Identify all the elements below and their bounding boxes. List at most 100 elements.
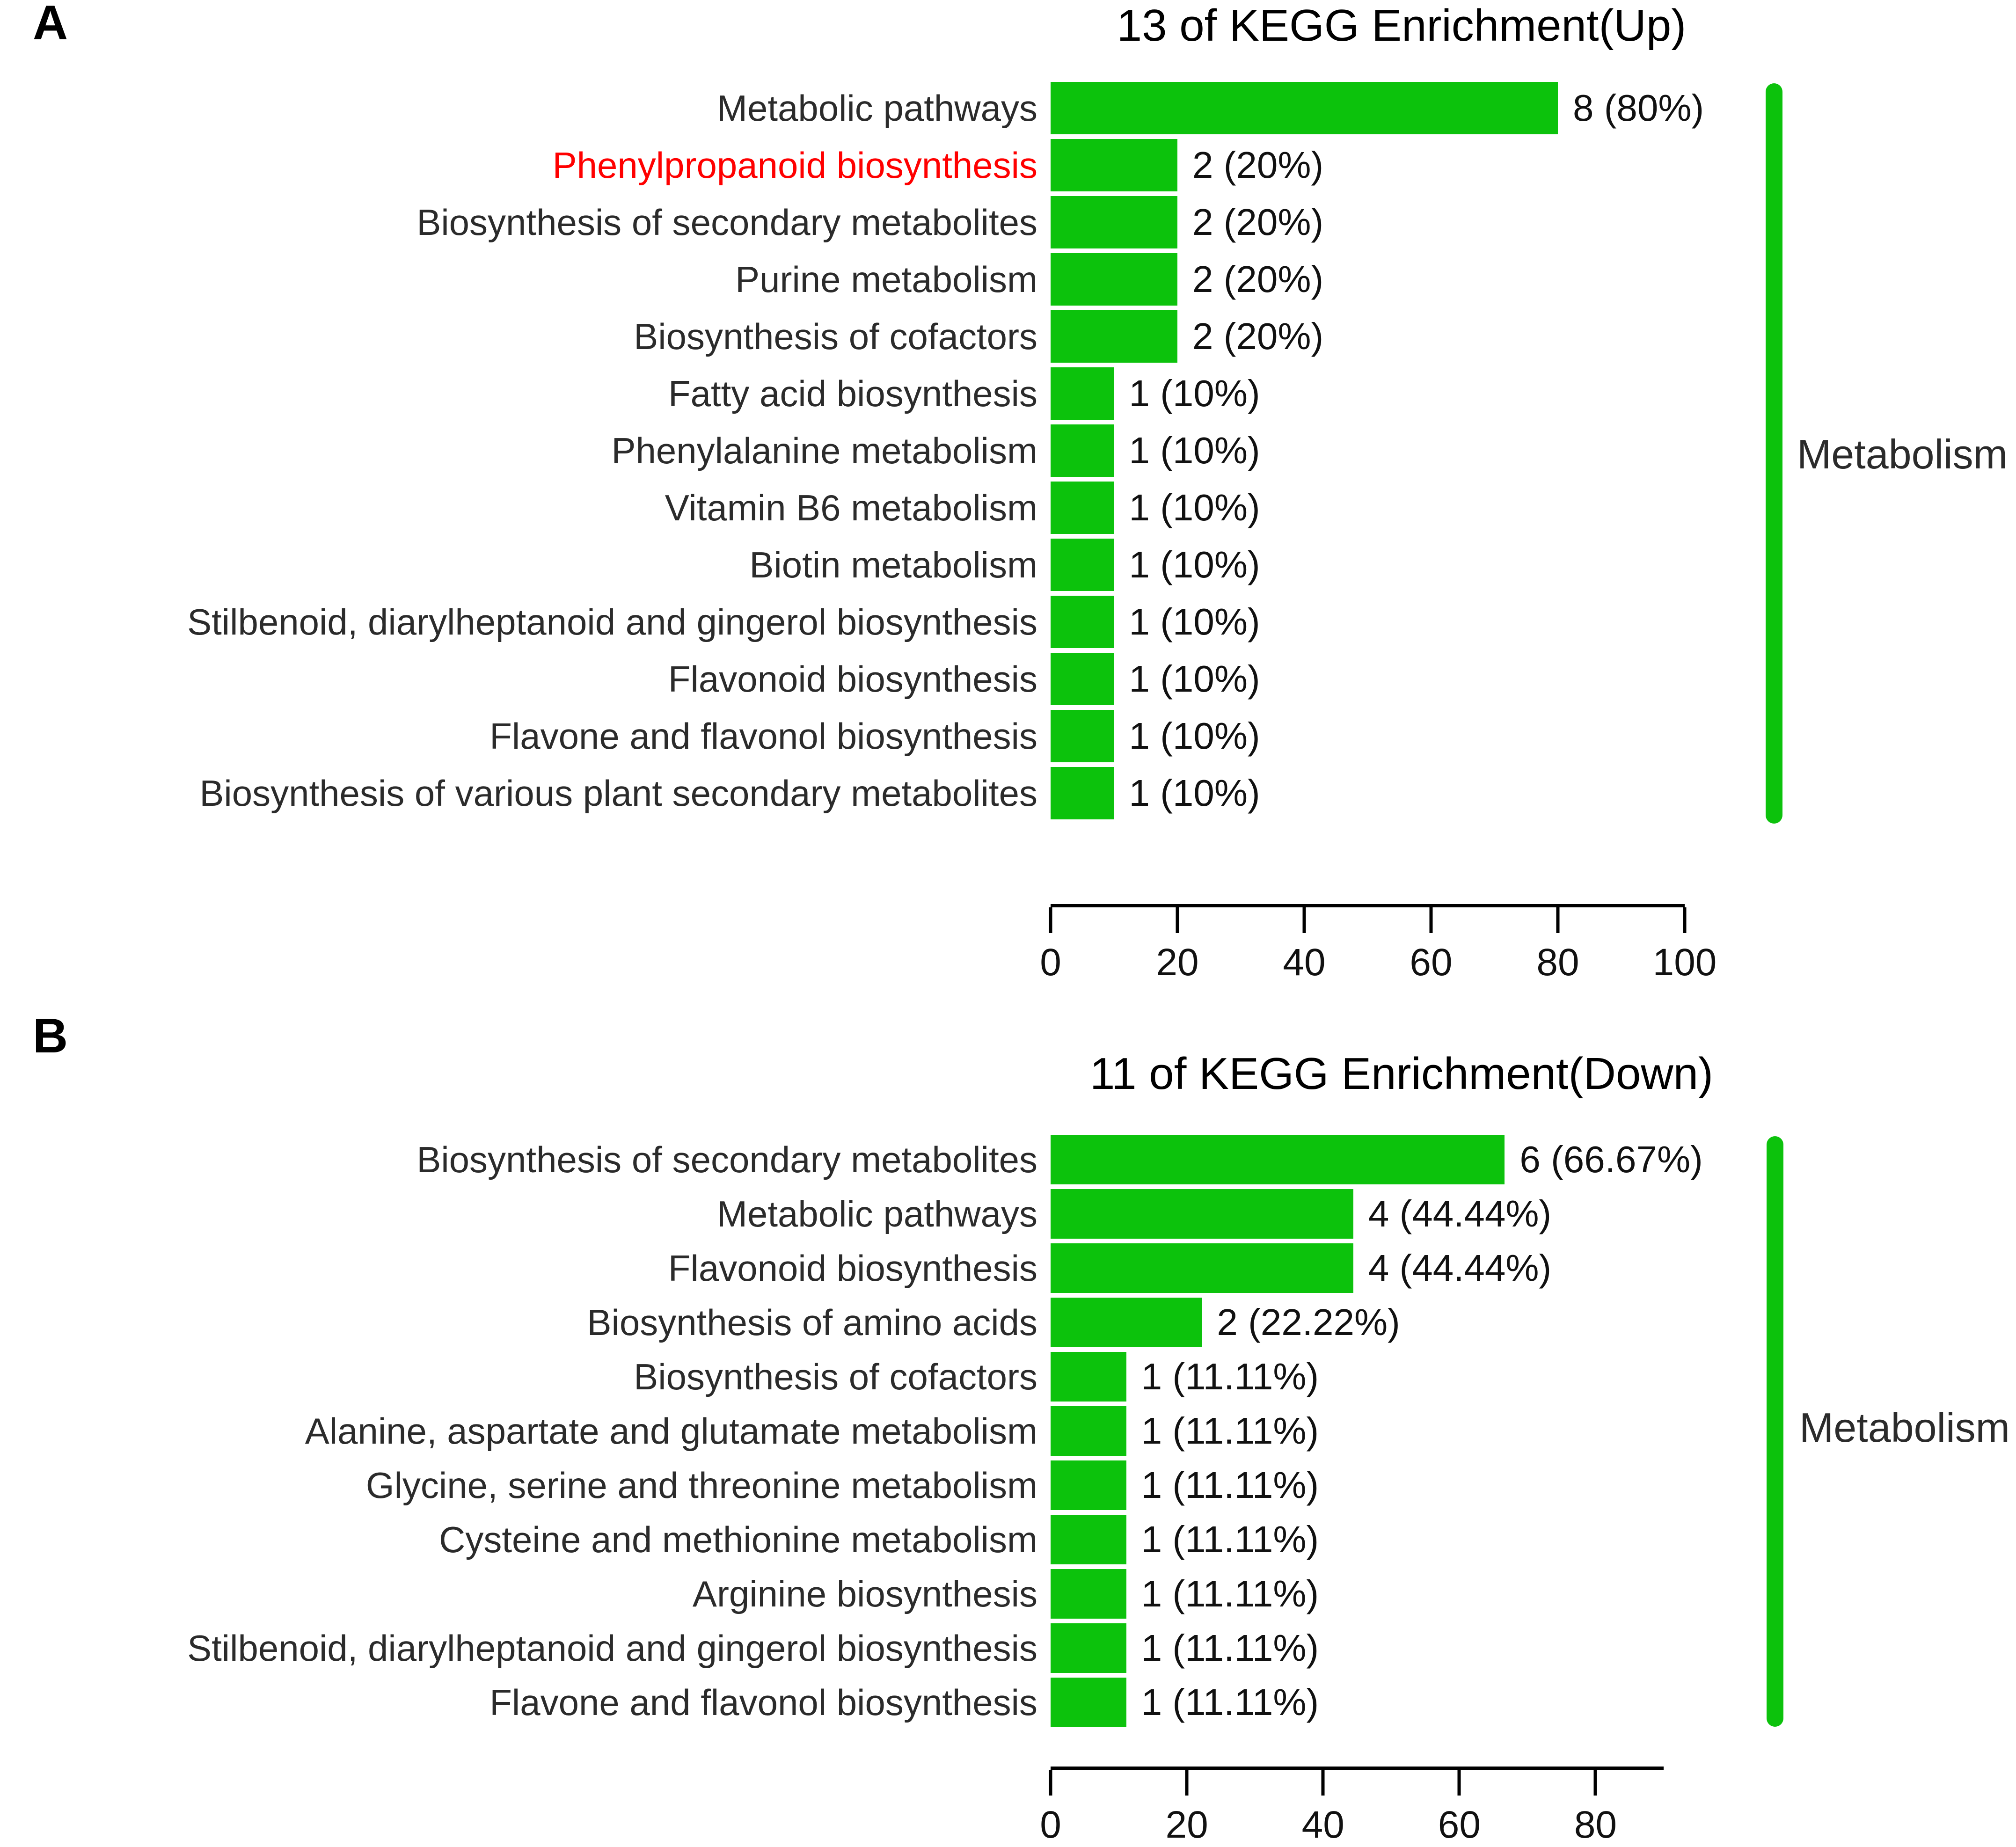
table-row: Phenylpropanoid biosynthesis 2 (20%) bbox=[0, 137, 1685, 194]
value-label: 1 (11.11%) bbox=[1141, 1573, 1319, 1614]
bar bbox=[1051, 82, 1558, 134]
axis-tick bbox=[1457, 1770, 1461, 1796]
bar-track: 1 (11.11%) bbox=[1051, 1675, 1664, 1730]
value-label: 1 (10%) bbox=[1129, 544, 1260, 585]
bar-track: 4 (44.44%) bbox=[1051, 1187, 1664, 1241]
axis-tick-label: 100 bbox=[1652, 941, 1717, 984]
category-label: Flavonoid biosynthesis bbox=[668, 658, 1037, 700]
axis-line bbox=[1051, 904, 1685, 907]
bar-track: 1 (11.11%) bbox=[1051, 1404, 1664, 1458]
axis-tick-label: 0 bbox=[1040, 941, 1061, 984]
bar-track: 1 (10%) bbox=[1051, 593, 1685, 650]
value-label: 1 (10%) bbox=[1129, 772, 1260, 814]
table-row: Flavonoid biosynthesis 1 (10%) bbox=[0, 650, 1685, 708]
category-label: Phenylalanine metabolism bbox=[611, 430, 1037, 471]
value-label: 1 (11.11%) bbox=[1141, 1356, 1319, 1397]
category-label: Flavone and flavonol biosynthesis bbox=[489, 715, 1037, 757]
value-label: 2 (20%) bbox=[1192, 258, 1324, 300]
bar bbox=[1051, 1406, 1126, 1456]
category-label: Biosynthesis of amino acids bbox=[587, 1302, 1037, 1343]
bar bbox=[1051, 482, 1114, 534]
value-label: 1 (11.11%) bbox=[1141, 1627, 1319, 1669]
axis-tick bbox=[1185, 1770, 1189, 1796]
bar-track: 6 (66.67%) bbox=[1051, 1132, 1703, 1187]
panel-b: B 11 of KEGG Enrichment(Down) Biosynthes… bbox=[0, 1001, 2016, 1846]
value-label: 1 (10%) bbox=[1129, 715, 1260, 757]
value-label: 2 (22.22%) bbox=[1217, 1301, 1400, 1343]
table-row: Metabolic pathways 8 (80%) bbox=[0, 80, 1704, 137]
category-label: Fatty acid biosynthesis bbox=[668, 373, 1037, 414]
bar bbox=[1051, 1515, 1126, 1564]
x-axis: 0 20 40 60 80 100 bbox=[1040, 904, 1717, 998]
bar bbox=[1051, 367, 1114, 420]
bar bbox=[1051, 653, 1114, 705]
axis-tick bbox=[1429, 907, 1433, 933]
bar-track: 2 (22.22%) bbox=[1051, 1295, 1664, 1350]
rows: Biosynthesis of secondary metabolites 6 (… bbox=[0, 1132, 1703, 1730]
category-label: Stilbenoid, diarylheptanoid and gingerol… bbox=[187, 1628, 1037, 1669]
table-row: Flavone and flavonol biosynthesis 1 (10%) bbox=[0, 708, 1685, 765]
bar bbox=[1051, 767, 1114, 819]
category-label: Biosynthesis of various plant secondary … bbox=[199, 773, 1037, 814]
value-label: 8 (80%) bbox=[1573, 87, 1704, 129]
category-label: Metabolic pathways bbox=[716, 88, 1037, 129]
bar-track: 2 (20%) bbox=[1051, 137, 1685, 194]
bar-track: 2 (20%) bbox=[1051, 194, 1685, 251]
bar bbox=[1051, 539, 1114, 591]
table-row: Biosynthesis of various plant secondary … bbox=[0, 765, 1685, 822]
metabolism-bracket-line bbox=[1767, 1136, 1783, 1727]
panel-b-letter: B bbox=[33, 1009, 68, 1063]
category-label: Biosynthesis of cofactors bbox=[634, 316, 1037, 357]
category-label: Biosynthesis of cofactors bbox=[634, 1356, 1037, 1397]
table-row: Glycine, serine and threonine metabolism… bbox=[0, 1458, 1664, 1512]
bar-track: 1 (10%) bbox=[1051, 708, 1685, 765]
category-label: Flavonoid biosynthesis bbox=[668, 1248, 1037, 1289]
table-row: Cysteine and methionine metabolism 1 (11.… bbox=[0, 1512, 1664, 1567]
panel-a: A 13 of KEGG Enrichment(Up) Metabolic pa… bbox=[0, 0, 2008, 998]
category-label: Arginine biosynthesis bbox=[692, 1573, 1037, 1614]
bar bbox=[1051, 596, 1114, 648]
bar-track: 1 (10%) bbox=[1051, 650, 1685, 708]
bar-track: 2 (20%) bbox=[1051, 251, 1685, 308]
value-label: 4 (44.44%) bbox=[1368, 1193, 1552, 1234]
value-label: 1 (10%) bbox=[1129, 430, 1260, 471]
axis-tick bbox=[1176, 907, 1179, 933]
axis-tick bbox=[1593, 1770, 1597, 1796]
table-row: Biosynthesis of cofactors 2 (20%) bbox=[0, 308, 1685, 365]
axis-tick-label: 80 bbox=[1574, 1803, 1617, 1846]
bar bbox=[1051, 1243, 1353, 1293]
category-label: Alanine, aspartate and glutamate metabol… bbox=[305, 1410, 1037, 1452]
value-label: 1 (11.11%) bbox=[1141, 1518, 1319, 1560]
table-row: Stilbenoid, diarylheptanoid and gingerol… bbox=[0, 1621, 1664, 1675]
category-label: Phenylpropanoid biosynthesis bbox=[552, 145, 1037, 186]
category-label: Biosynthesis of secondary metabolites bbox=[416, 1139, 1037, 1180]
bar bbox=[1051, 1460, 1126, 1510]
axis-tick bbox=[1321, 1770, 1325, 1796]
table-row: Arginine biosynthesis 1 (11.11%) bbox=[0, 1567, 1664, 1621]
x-axis: 0 20 40 60 80 bbox=[1040, 1767, 1664, 1846]
axis-tick bbox=[1556, 907, 1560, 933]
category-label: Vitamin B6 metabolism bbox=[665, 487, 1037, 528]
table-row: Purine metabolism 2 (20%) bbox=[0, 251, 1685, 308]
value-label: 1 (11.11%) bbox=[1141, 1681, 1319, 1723]
value-label: 1 (11.11%) bbox=[1141, 1410, 1319, 1452]
value-label: 1 (10%) bbox=[1129, 487, 1260, 528]
category-label: Glycine, serine and threonine metabolism bbox=[365, 1465, 1037, 1506]
bar-track: 1 (11.11%) bbox=[1051, 1350, 1664, 1404]
table-row: Flavonoid biosynthesis 4 (44.44%) bbox=[0, 1241, 1664, 1295]
value-label: 1 (11.11%) bbox=[1141, 1464, 1319, 1506]
value-label: 2 (20%) bbox=[1192, 201, 1324, 243]
bar-track: 8 (80%) bbox=[1051, 80, 1704, 137]
bar bbox=[1051, 710, 1114, 762]
table-row: Phenylalanine metabolism 1 (10%) bbox=[0, 422, 1685, 479]
bar bbox=[1051, 1678, 1126, 1727]
axis-tick-label: 80 bbox=[1536, 941, 1579, 984]
table-row: Alanine, aspartate and glutamate metabol… bbox=[0, 1404, 1664, 1458]
category-label: Biosynthesis of secondary metabolites bbox=[416, 202, 1037, 243]
bar-track: 2 (20%) bbox=[1051, 308, 1685, 365]
table-row: Vitamin B6 metabolism 1 (10%) bbox=[0, 479, 1685, 536]
table-row: Fatty acid biosynthesis 1 (10%) bbox=[0, 365, 1685, 422]
bar-track: 1 (11.11%) bbox=[1051, 1512, 1664, 1567]
value-label: 6 (66.67%) bbox=[1519, 1139, 1703, 1180]
category-label: Purine metabolism bbox=[735, 259, 1037, 300]
